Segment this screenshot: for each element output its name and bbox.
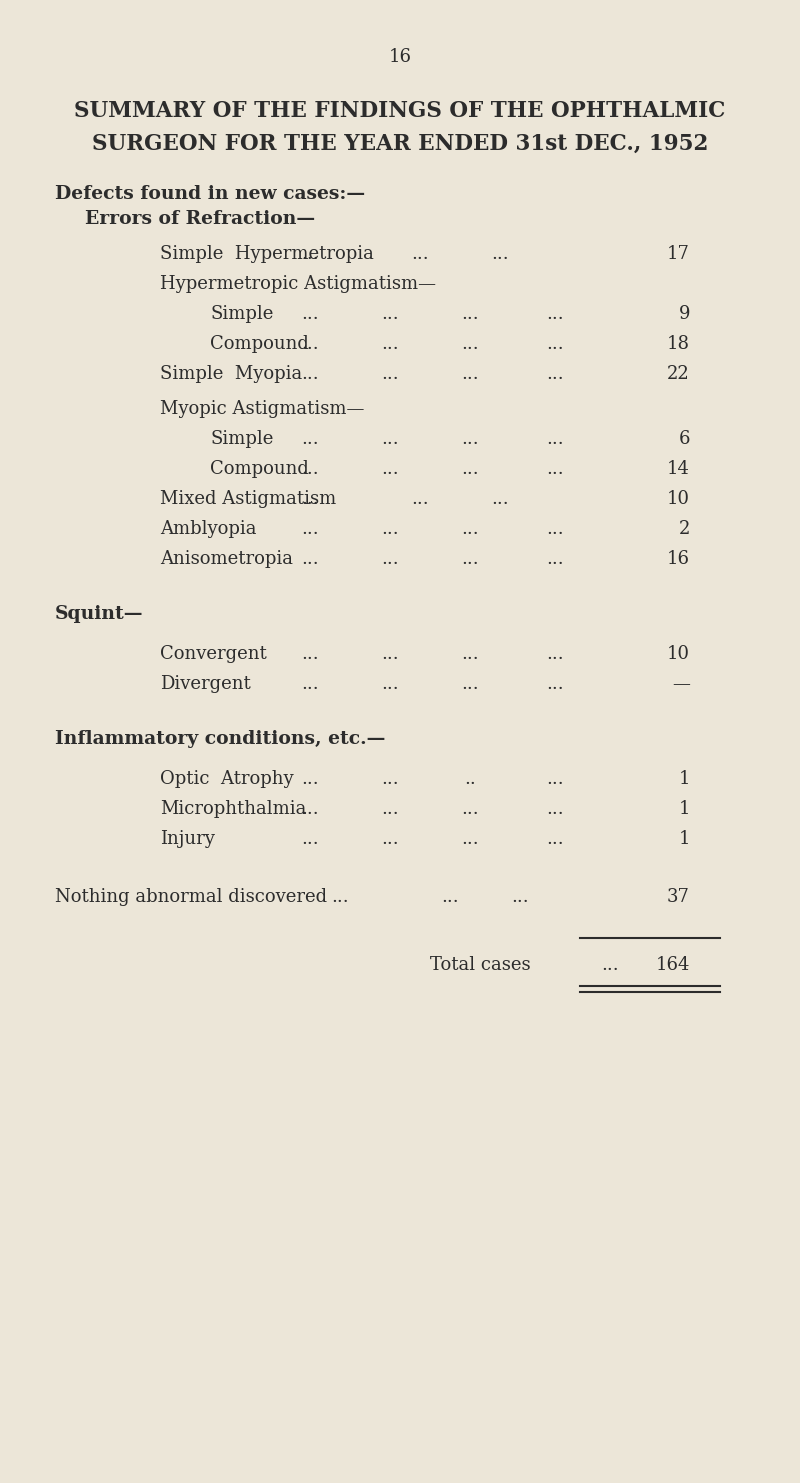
Text: 17: 17	[667, 245, 690, 262]
Text: 6: 6	[678, 430, 690, 448]
Text: ...: ...	[546, 799, 564, 819]
Text: ...: ...	[301, 460, 319, 478]
Text: ...: ...	[301, 645, 319, 663]
Text: Nothing abnormal discovered: Nothing abnormal discovered	[55, 888, 327, 906]
Text: ...: ...	[381, 460, 399, 478]
Text: —: —	[672, 675, 690, 693]
Text: ...: ...	[301, 830, 319, 848]
Text: ...: ...	[381, 430, 399, 448]
Text: ...: ...	[461, 799, 479, 819]
Text: ...: ...	[511, 888, 529, 906]
Text: ...: ...	[491, 489, 509, 509]
Text: SURGEON FOR THE YEAR ENDED 31st DEC., 1952: SURGEON FOR THE YEAR ENDED 31st DEC., 19…	[92, 133, 708, 156]
Text: Anisometropia: Anisometropia	[160, 550, 293, 568]
Text: ...: ...	[461, 521, 479, 538]
Text: ...: ...	[546, 305, 564, 323]
Text: 1: 1	[678, 770, 690, 787]
Text: ...: ...	[381, 521, 399, 538]
Text: ...: ...	[546, 675, 564, 693]
Text: Optic  Atrophy: Optic Atrophy	[160, 770, 294, 787]
Text: ...: ...	[301, 430, 319, 448]
Text: Simple: Simple	[210, 305, 274, 323]
Text: Injury: Injury	[160, 830, 215, 848]
Text: Squint—: Squint—	[55, 605, 143, 623]
Text: ...: ...	[411, 245, 429, 262]
Text: ...: ...	[411, 489, 429, 509]
Text: ...: ...	[546, 460, 564, 478]
Text: Divergent: Divergent	[160, 675, 250, 693]
Text: Amblyopia: Amblyopia	[160, 521, 257, 538]
Text: ...: ...	[546, 521, 564, 538]
Text: ...: ...	[461, 365, 479, 383]
Text: ...: ...	[546, 365, 564, 383]
Text: 10: 10	[667, 489, 690, 509]
Text: ...: ...	[546, 550, 564, 568]
Text: ...: ...	[546, 430, 564, 448]
Text: 9: 9	[678, 305, 690, 323]
Text: Simple  Myopia: Simple Myopia	[160, 365, 302, 383]
Text: 164: 164	[656, 957, 690, 974]
Text: 1: 1	[678, 799, 690, 819]
Text: 16: 16	[389, 47, 411, 67]
Text: ...: ...	[301, 675, 319, 693]
Text: ...: ...	[381, 550, 399, 568]
Text: ...: ...	[461, 335, 479, 353]
Text: ...: ...	[441, 888, 459, 906]
Text: ...: ...	[461, 675, 479, 693]
Text: ...: ...	[381, 675, 399, 693]
Text: ...: ...	[381, 645, 399, 663]
Text: ...: ...	[461, 830, 479, 848]
Text: Convergent: Convergent	[160, 645, 266, 663]
Text: ...: ...	[331, 888, 349, 906]
Text: ...: ...	[546, 335, 564, 353]
Text: ..: ..	[464, 770, 476, 787]
Text: ...: ...	[381, 799, 399, 819]
Text: Compound: Compound	[210, 460, 309, 478]
Text: 16: 16	[667, 550, 690, 568]
Text: 14: 14	[667, 460, 690, 478]
Text: ...: ...	[301, 550, 319, 568]
Text: 22: 22	[667, 365, 690, 383]
Text: ...: ...	[546, 830, 564, 848]
Text: ...: ...	[301, 799, 319, 819]
Text: 2: 2	[678, 521, 690, 538]
Text: 37: 37	[667, 888, 690, 906]
Text: ...: ...	[301, 521, 319, 538]
Text: ...: ...	[461, 645, 479, 663]
Text: ...: ...	[381, 365, 399, 383]
Text: ...: ...	[381, 305, 399, 323]
Text: ...: ...	[381, 335, 399, 353]
Text: ...: ...	[461, 460, 479, 478]
Text: Total cases: Total cases	[430, 957, 530, 974]
Text: Myopic Astigmatism—: Myopic Astigmatism—	[160, 400, 364, 418]
Text: ...: ...	[301, 770, 319, 787]
Text: Mixed Astigmatism: Mixed Astigmatism	[160, 489, 336, 509]
Text: ...: ...	[301, 489, 319, 509]
Text: ...: ...	[301, 335, 319, 353]
Text: ...: ...	[546, 770, 564, 787]
Text: SUMMARY OF THE FINDINGS OF THE OPHTHALMIC: SUMMARY OF THE FINDINGS OF THE OPHTHALMI…	[74, 99, 726, 122]
Text: 18: 18	[667, 335, 690, 353]
Text: ...: ...	[461, 550, 479, 568]
Text: ...: ...	[601, 957, 619, 974]
Text: Simple: Simple	[210, 430, 274, 448]
Text: ...: ...	[301, 365, 319, 383]
Text: Simple  Hypermetropia: Simple Hypermetropia	[160, 245, 374, 262]
Text: ...: ...	[546, 645, 564, 663]
Text: 10: 10	[667, 645, 690, 663]
Text: 1: 1	[678, 830, 690, 848]
Text: ...: ...	[461, 430, 479, 448]
Text: Hypermetropic Astigmatism—: Hypermetropic Astigmatism—	[160, 274, 436, 294]
Text: Microphthalmia: Microphthalmia	[160, 799, 306, 819]
Text: Errors of Refraction—: Errors of Refraction—	[85, 211, 315, 228]
Text: ...: ...	[491, 245, 509, 262]
Text: ...: ...	[381, 770, 399, 787]
Text: ...: ...	[381, 830, 399, 848]
Text: ...: ...	[301, 305, 319, 323]
Text: ...: ...	[461, 305, 479, 323]
Text: Compound: Compound	[210, 335, 309, 353]
Text: Defects found in new cases:—: Defects found in new cases:—	[55, 185, 365, 203]
Text: Inflammatory conditions, etc.—: Inflammatory conditions, etc.—	[55, 730, 386, 747]
Text: ...: ...	[301, 245, 319, 262]
